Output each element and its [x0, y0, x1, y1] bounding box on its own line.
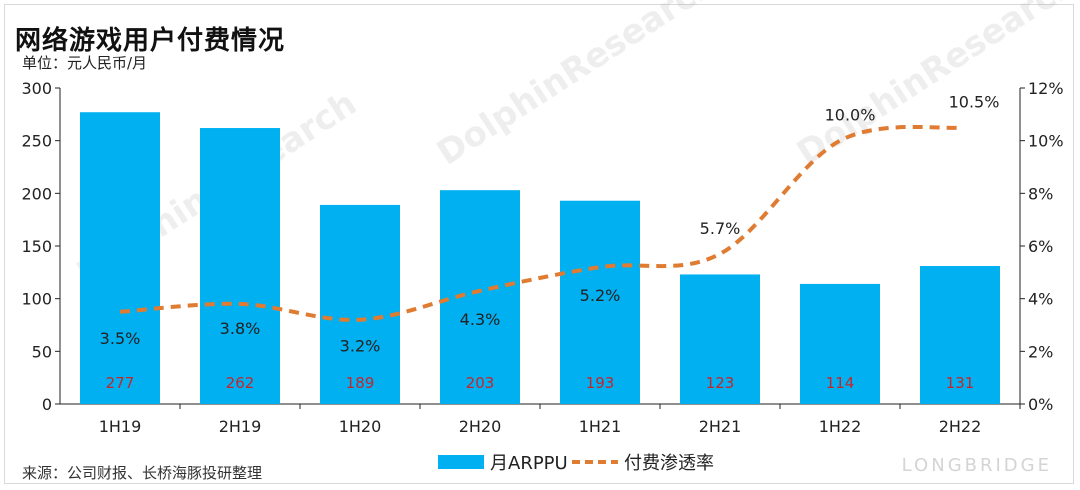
arppu-value-label: 262 — [226, 374, 255, 392]
x-category-label: 1H21 — [579, 417, 622, 436]
penetration-rate-label: 4.3% — [460, 310, 501, 329]
x-category-label: 2H21 — [699, 417, 742, 436]
arppu-value-label: 189 — [346, 374, 375, 392]
left-tick-label: 100 — [21, 290, 52, 309]
arppu-bar — [440, 190, 520, 404]
right-tick-label: 6% — [1028, 237, 1053, 256]
arppu-value-label: 114 — [826, 374, 855, 392]
x-category-label: 2H20 — [459, 417, 502, 436]
left-tick-label: 0 — [42, 395, 52, 414]
penetration-rate-label: 10.5% — [949, 93, 1000, 112]
arppu-bar — [920, 266, 1000, 404]
penetration-rate-label: 5.7% — [700, 219, 741, 238]
penetration-rate-label: 3.2% — [340, 337, 381, 356]
right-tick-label: 8% — [1028, 184, 1053, 203]
arppu-bar — [680, 274, 760, 404]
penetration-rate-label: 3.8% — [220, 319, 261, 338]
arppu-bar — [800, 283, 880, 404]
x-category-label: 1H19 — [99, 417, 142, 436]
arppu-bar — [560, 200, 640, 404]
left-tick-label: 150 — [21, 237, 52, 256]
source-note: 来源：公司财报、长桥海豚投研整理 — [22, 464, 263, 482]
legend-arppu-label: 月ARPPU — [490, 453, 568, 474]
watermark-brand: LONGBRIDGE — [901, 455, 1052, 476]
penetration-rate-label: 10.0% — [825, 106, 876, 125]
right-tick-label: 2% — [1028, 342, 1053, 361]
right-tick-label: 4% — [1028, 290, 1053, 309]
legend-rate-label: 付费渗透率 — [624, 453, 714, 474]
arppu-value-label: 277 — [106, 374, 135, 392]
chart-frame — [4, 4, 1074, 484]
left-tick-label: 50 — [32, 342, 52, 361]
chart-title: 网络游戏用户付费情况 — [15, 26, 286, 56]
left-tick-label: 200 — [21, 184, 52, 203]
penetration-rate-label: 3.5% — [100, 329, 141, 348]
unit-note: 单位：元人民币/月 — [22, 54, 148, 72]
penetration-rate-line — [119, 124, 961, 322]
x-category-label: 1H22 — [819, 417, 862, 436]
arppu-bar — [320, 204, 400, 404]
arppu-value-label: 193 — [586, 374, 615, 392]
x-category-label: 2H22 — [939, 417, 982, 436]
legend-arppu-swatch — [438, 455, 484, 469]
left-tick-label: 250 — [21, 132, 52, 151]
arppu-bar — [200, 128, 280, 404]
arppu-value-label: 203 — [466, 374, 495, 392]
penetration-rate-label: 5.2% — [580, 286, 621, 305]
right-tick-label: 0% — [1028, 395, 1053, 414]
arppu-value-label: 131 — [946, 374, 975, 392]
arppu-bar — [80, 112, 160, 404]
right-tick-label: 12% — [1028, 79, 1064, 98]
left-tick-label: 300 — [21, 79, 52, 98]
right-tick-label: 10% — [1028, 132, 1064, 151]
x-category-label: 1H20 — [339, 417, 382, 436]
arppu-value-label: 123 — [706, 374, 735, 392]
x-category-label: 2H19 — [219, 417, 262, 436]
